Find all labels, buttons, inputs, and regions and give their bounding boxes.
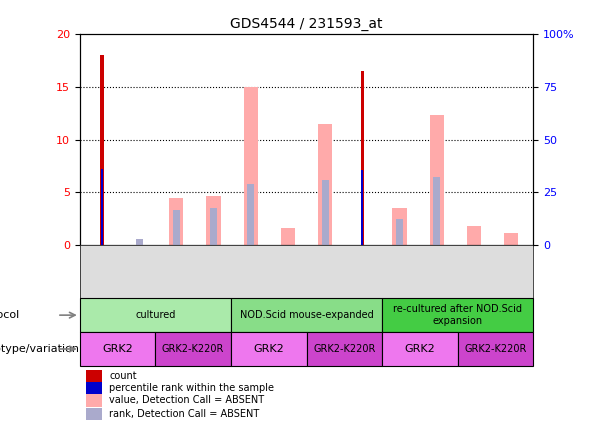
Text: GRK2-K220R: GRK2-K220R — [162, 344, 224, 354]
Bar — [430, 115, 444, 245]
Bar — [101, 55, 104, 245]
Bar — [86, 394, 102, 407]
Bar — [243, 87, 258, 245]
Bar — [80, 332, 155, 366]
Bar — [281, 228, 295, 245]
Bar — [322, 180, 329, 245]
Bar — [86, 408, 102, 420]
Bar — [396, 219, 403, 245]
Bar — [466, 226, 481, 245]
Bar — [231, 298, 382, 332]
Bar — [207, 195, 221, 245]
Text: GRK2-K220R: GRK2-K220R — [464, 344, 527, 354]
Bar — [210, 209, 217, 245]
Bar — [101, 169, 103, 245]
Bar — [306, 332, 382, 366]
Bar — [382, 298, 533, 332]
Bar — [458, 332, 533, 366]
Text: genotype/variation: genotype/variation — [0, 344, 80, 354]
Bar — [155, 332, 231, 366]
Text: GRK2: GRK2 — [405, 344, 435, 354]
Text: GRK2-K220R: GRK2-K220R — [313, 344, 376, 354]
Bar — [392, 209, 406, 245]
Bar — [504, 233, 518, 245]
Text: GRK2: GRK2 — [253, 344, 284, 354]
Bar — [80, 298, 231, 332]
Bar — [86, 382, 102, 394]
Bar — [231, 332, 306, 366]
Text: count: count — [109, 371, 137, 381]
Bar — [135, 239, 143, 245]
Bar — [433, 177, 440, 245]
Title: GDS4544 / 231593_at: GDS4544 / 231593_at — [230, 17, 383, 31]
Bar — [318, 124, 332, 245]
Bar — [382, 332, 458, 366]
Bar — [169, 198, 183, 245]
Text: GRK2: GRK2 — [102, 344, 133, 354]
Text: re-cultured after NOD.Scid
expansion: re-cultured after NOD.Scid expansion — [393, 304, 522, 326]
Text: rank, Detection Call = ABSENT: rank, Detection Call = ABSENT — [109, 409, 259, 419]
Text: protocol: protocol — [0, 310, 19, 320]
Bar — [86, 370, 102, 382]
Bar — [173, 211, 180, 245]
Bar — [361, 170, 363, 245]
Text: percentile rank within the sample: percentile rank within the sample — [109, 383, 274, 393]
Text: NOD.Scid mouse-expanded: NOD.Scid mouse-expanded — [240, 310, 373, 320]
Bar — [247, 184, 254, 245]
Text: cultured: cultured — [135, 310, 175, 320]
Text: value, Detection Call = ABSENT: value, Detection Call = ABSENT — [109, 396, 264, 406]
Bar — [360, 71, 364, 245]
